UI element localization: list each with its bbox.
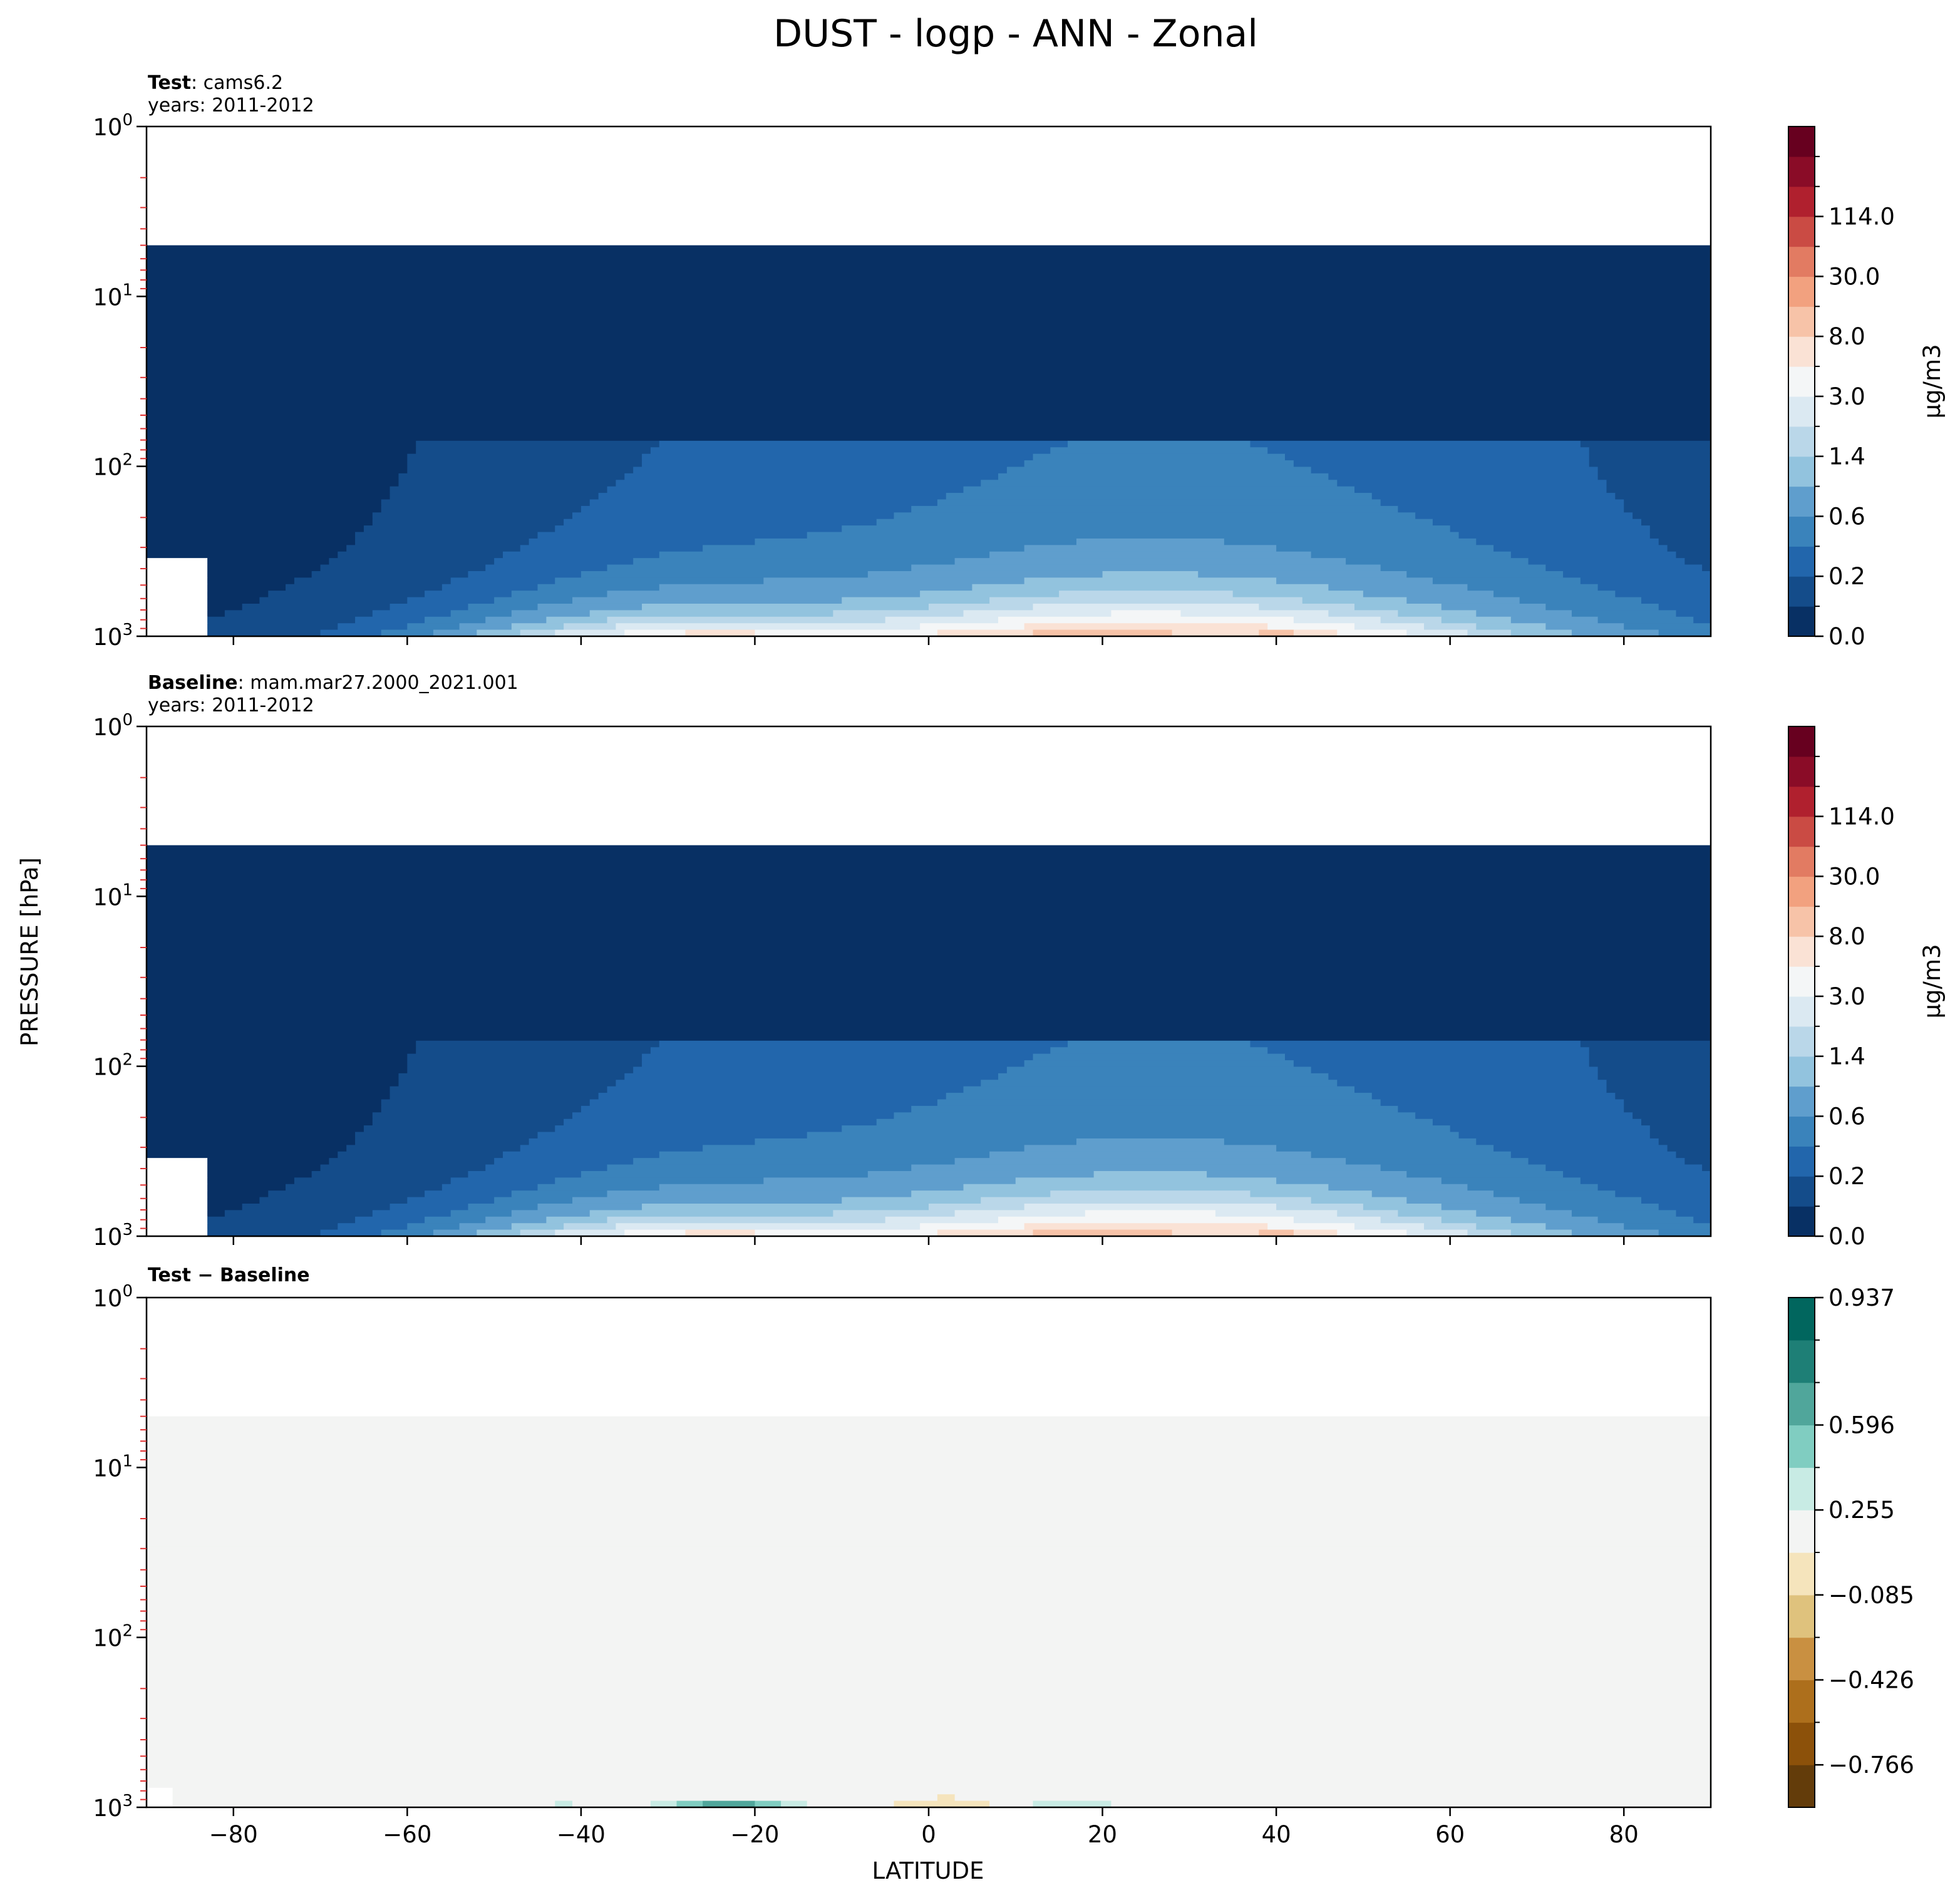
colorbar-tick-label: 0.255 — [1828, 1497, 1895, 1524]
colorbar: 0.0 0.2 0.6 1.4 3.0 8.0 30.0 114.0 μg/m3 — [1788, 726, 1946, 1250]
colorbar-tick-label: 3.0 — [1828, 383, 1865, 410]
panel-years: years: 2011-2012 — [148, 95, 314, 116]
x-tick-label: −20 — [730, 1821, 779, 1848]
y-tick-label: 101 — [93, 281, 133, 311]
colorbar-tick-label: 3.0 — [1828, 983, 1865, 1010]
x-tick-label: 20 — [1088, 1821, 1117, 1848]
y-tick-label: 102 — [93, 451, 133, 481]
heatmap-field — [147, 1416, 1711, 1808]
colorbar-tick-label: 8.0 — [1828, 923, 1865, 950]
panel-label: Test − Baseline — [148, 1264, 310, 1286]
colorbar-tick-label: 8.0 — [1828, 323, 1865, 350]
minor-ticks — [140, 777, 147, 1229]
colorbar-tick-label: −0.426 — [1828, 1667, 1914, 1694]
x-axis-label: LATITUDE — [872, 1857, 984, 1884]
colorbar-tick-label: 114.0 — [1828, 204, 1895, 230]
minor-ticks — [140, 1348, 147, 1800]
colorbar: 0.0 0.2 0.6 1.4 3.0 8.0 30.0 114.0 μg/m3 — [1788, 126, 1946, 650]
y-tick-label: 100 — [93, 1282, 133, 1312]
y-tick-label: 103 — [93, 1221, 133, 1251]
colorbar-tick-label: 30.0 — [1828, 263, 1880, 290]
x-tick-label: −60 — [383, 1821, 431, 1848]
colorbar: −0.766 −0.426 −0.085 0.255 0.596 0.937 — [1788, 1284, 1914, 1808]
colorbar-tick-label: 0.0 — [1828, 1223, 1865, 1250]
colorbar-tick-label: 0.596 — [1828, 1412, 1895, 1439]
colorbar-tick-label: 0.6 — [1828, 503, 1865, 530]
colorbar-tick-label: 0.0 — [1828, 623, 1865, 650]
colorbar-label: μg/m3 — [1919, 944, 1946, 1018]
heatmap-field — [147, 845, 1711, 1237]
y-tick-label: 100 — [93, 711, 133, 741]
colorbar-tick-label: −0.766 — [1828, 1752, 1914, 1779]
colorbar-tick-label: 0.2 — [1828, 1163, 1865, 1190]
y-axis-label: PRESSURE [hPa] — [16, 857, 43, 1046]
colorbar-tick-label: 114.0 — [1828, 803, 1895, 830]
figure-title: DUST - logp - ANN - Zonal — [773, 12, 1258, 56]
colorbar-label: μg/m3 — [1919, 344, 1946, 418]
x-tick-label: 60 — [1435, 1821, 1465, 1848]
y-tick-label: 102 — [93, 1051, 133, 1081]
y-tick-label: 102 — [93, 1622, 133, 1652]
y-tick-label: 100 — [93, 111, 133, 141]
panel-diff: Test − Baseline 100 101 102 103 −80 −60 −40 −20 0… — [93, 1264, 1914, 1848]
y-tick-label: 103 — [93, 1792, 133, 1822]
panel-years: years: 2011-2012 — [148, 694, 314, 716]
colorbar-tick-label: −0.085 — [1828, 1582, 1914, 1609]
y-tick-label: 101 — [93, 880, 133, 911]
x-tick-label: 80 — [1609, 1821, 1639, 1848]
y-tick-label: 103 — [93, 621, 133, 651]
heatmap-field — [147, 245, 1711, 637]
panel-baseline: Baseline: mam.mar27.2000_2021.001years: … — [93, 672, 1946, 1251]
colorbar-tick-label: 0.2 — [1828, 563, 1865, 590]
colorbar-tick-label: 0.6 — [1828, 1103, 1865, 1130]
x-tick-label: 40 — [1262, 1821, 1291, 1848]
minor-ticks — [140, 177, 147, 629]
x-tick-label: −40 — [557, 1821, 606, 1848]
panel-label: Test: cams6.2 — [148, 72, 283, 94]
x-tick-label: −80 — [209, 1821, 258, 1848]
colorbar-tick-label: 30.0 — [1828, 863, 1880, 890]
colorbar-tick-label: 0.937 — [1828, 1284, 1895, 1311]
x-tick-label: 0 — [921, 1821, 936, 1848]
panel-label: Baseline: mam.mar27.2000_2021.001 — [148, 672, 518, 694]
colorbar-tick-label: 1.4 — [1828, 1043, 1865, 1070]
colorbar-tick-label: 1.4 — [1828, 443, 1865, 470]
y-tick-label: 101 — [93, 1452, 133, 1482]
